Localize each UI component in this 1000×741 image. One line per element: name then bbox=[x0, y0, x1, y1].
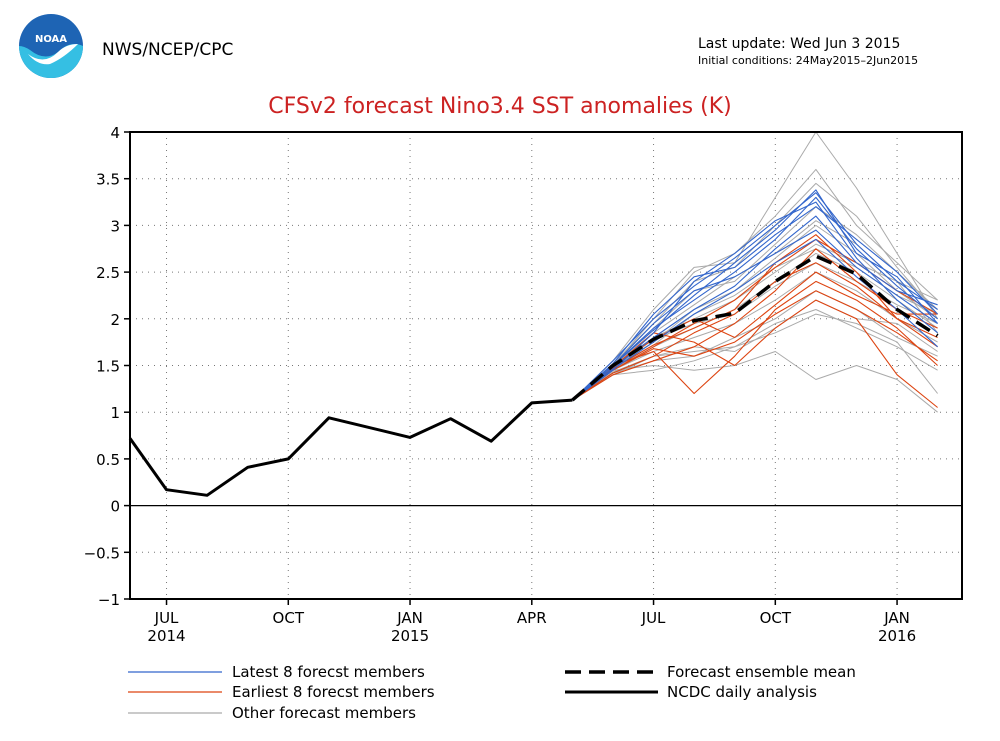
noaa-logo: NOAA bbox=[19, 14, 83, 78]
y-tick-label: 3 bbox=[110, 217, 120, 235]
x-tick-label: APR bbox=[517, 609, 547, 627]
y-tick-label: 1.5 bbox=[96, 358, 120, 376]
x-tick-label: OCT bbox=[273, 609, 305, 627]
x-tick-label: JAN bbox=[883, 609, 910, 627]
initial-conditions-text: Initial conditions: 24May2015–2Jun2015 bbox=[698, 54, 919, 67]
earliest-member-line bbox=[572, 238, 938, 401]
other-member-line bbox=[572, 206, 938, 401]
other-member-line bbox=[572, 131, 939, 401]
earliest-member-line bbox=[572, 234, 938, 401]
y-tick-label: 2.5 bbox=[96, 264, 120, 282]
y-tick-label: 3.5 bbox=[96, 171, 120, 189]
legend-label-latest: Latest 8 forecst members bbox=[232, 663, 425, 681]
x-year-label: 2016 bbox=[878, 627, 916, 645]
series-lines bbox=[128, 131, 939, 497]
ncdc-analysis-line bbox=[128, 398, 573, 497]
y-tick-label: −0.5 bbox=[84, 544, 120, 562]
y-tick-label: −1 bbox=[98, 591, 120, 609]
x-year-label: 2014 bbox=[147, 627, 185, 645]
earliest-member-line bbox=[572, 290, 938, 401]
legend-label-analysis: NCDC daily analysis bbox=[667, 683, 817, 701]
latest-member-line bbox=[572, 238, 938, 401]
latest-member-line bbox=[572, 192, 938, 401]
x-tick-label: JAN bbox=[396, 609, 423, 627]
x-tick-label: JUL bbox=[641, 609, 666, 627]
other-member-line bbox=[572, 168, 938, 401]
x-tick-label: JUL bbox=[154, 609, 179, 627]
chart-title: CFSv2 forecast Nino3.4 SST anomalies (K) bbox=[268, 94, 732, 119]
y-tick-label: 0 bbox=[110, 498, 120, 516]
x-tick-label: OCT bbox=[760, 609, 792, 627]
other-member-line bbox=[572, 224, 938, 401]
legend-label-earliest: Earliest 8 forecst members bbox=[232, 683, 435, 701]
latest-member-line bbox=[572, 229, 938, 401]
legend-label-other: Other forecast members bbox=[232, 704, 416, 722]
legend: Latest 8 forecst members Forecast ensembl… bbox=[128, 663, 856, 722]
ensemble-mean-line bbox=[571, 254, 939, 402]
latest-member-line bbox=[572, 206, 938, 401]
earliest-member-line bbox=[572, 262, 938, 401]
legend-label-mean: Forecast ensemble mean bbox=[667, 663, 856, 681]
y-tick-label: 1 bbox=[110, 404, 120, 422]
other-member-line bbox=[572, 309, 938, 401]
y-tick-label: 4 bbox=[110, 124, 120, 142]
noaa-logo-text: NOAA bbox=[35, 34, 67, 45]
agency-label: NWS/NCEP/CPC bbox=[102, 40, 234, 60]
last-update-text: Last update: Wed Jun 3 2015 bbox=[698, 36, 901, 52]
earliest-member-line bbox=[572, 299, 938, 408]
latest-member-line bbox=[572, 196, 938, 401]
plot-frame bbox=[129, 131, 963, 600]
earliest-member-line bbox=[572, 280, 938, 401]
y-tick-label: 2 bbox=[110, 311, 120, 329]
latest-member-line bbox=[572, 189, 939, 401]
x-year-label: 2015 bbox=[391, 627, 429, 645]
y-tick-label: 0.5 bbox=[96, 451, 120, 469]
grid bbox=[130, 132, 962, 599]
